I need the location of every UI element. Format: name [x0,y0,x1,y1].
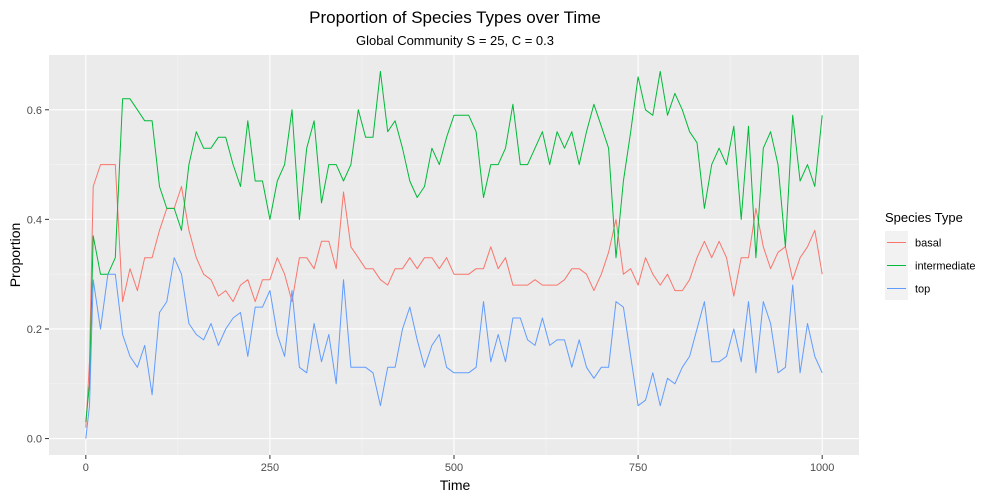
x-tick-label: 1000 [810,462,834,474]
chart-subtitle: Global Community S = 25, C = 0.3 [356,33,554,48]
chart-title: Proportion of Species Types over Time [309,8,601,27]
legend-label-intermediate: intermediate [915,261,976,273]
x-axis-title: Time [440,477,471,493]
series-line-basal [85,164,823,428]
series-lines [85,70,823,439]
x-axis-ticks: 0 250 500 750 1000 [83,455,834,474]
y-tick-label: 0.2 [27,324,42,336]
y-tick-label: 0.4 [27,214,42,226]
x-tick-label: 500 [445,462,463,474]
x-tick-label: 0 [83,462,89,474]
legend: basal intermediate top [885,231,976,300]
y-axis-ticks: 0.0 0.2 0.4 0.6 [27,105,49,446]
y-tick-label: 0.6 [27,105,42,117]
grid-major [49,55,859,455]
series-line-top [85,257,823,439]
x-tick-label: 750 [629,462,647,474]
legend-title: Species Type [885,210,963,225]
y-axis-title: Proportion [7,223,23,288]
series-line-intermediate [85,70,823,423]
legend-label-top: top [915,284,930,296]
x-tick-label: 250 [261,462,279,474]
legend-label-basal: basal [915,238,941,250]
y-tick-label: 0.0 [27,434,42,446]
